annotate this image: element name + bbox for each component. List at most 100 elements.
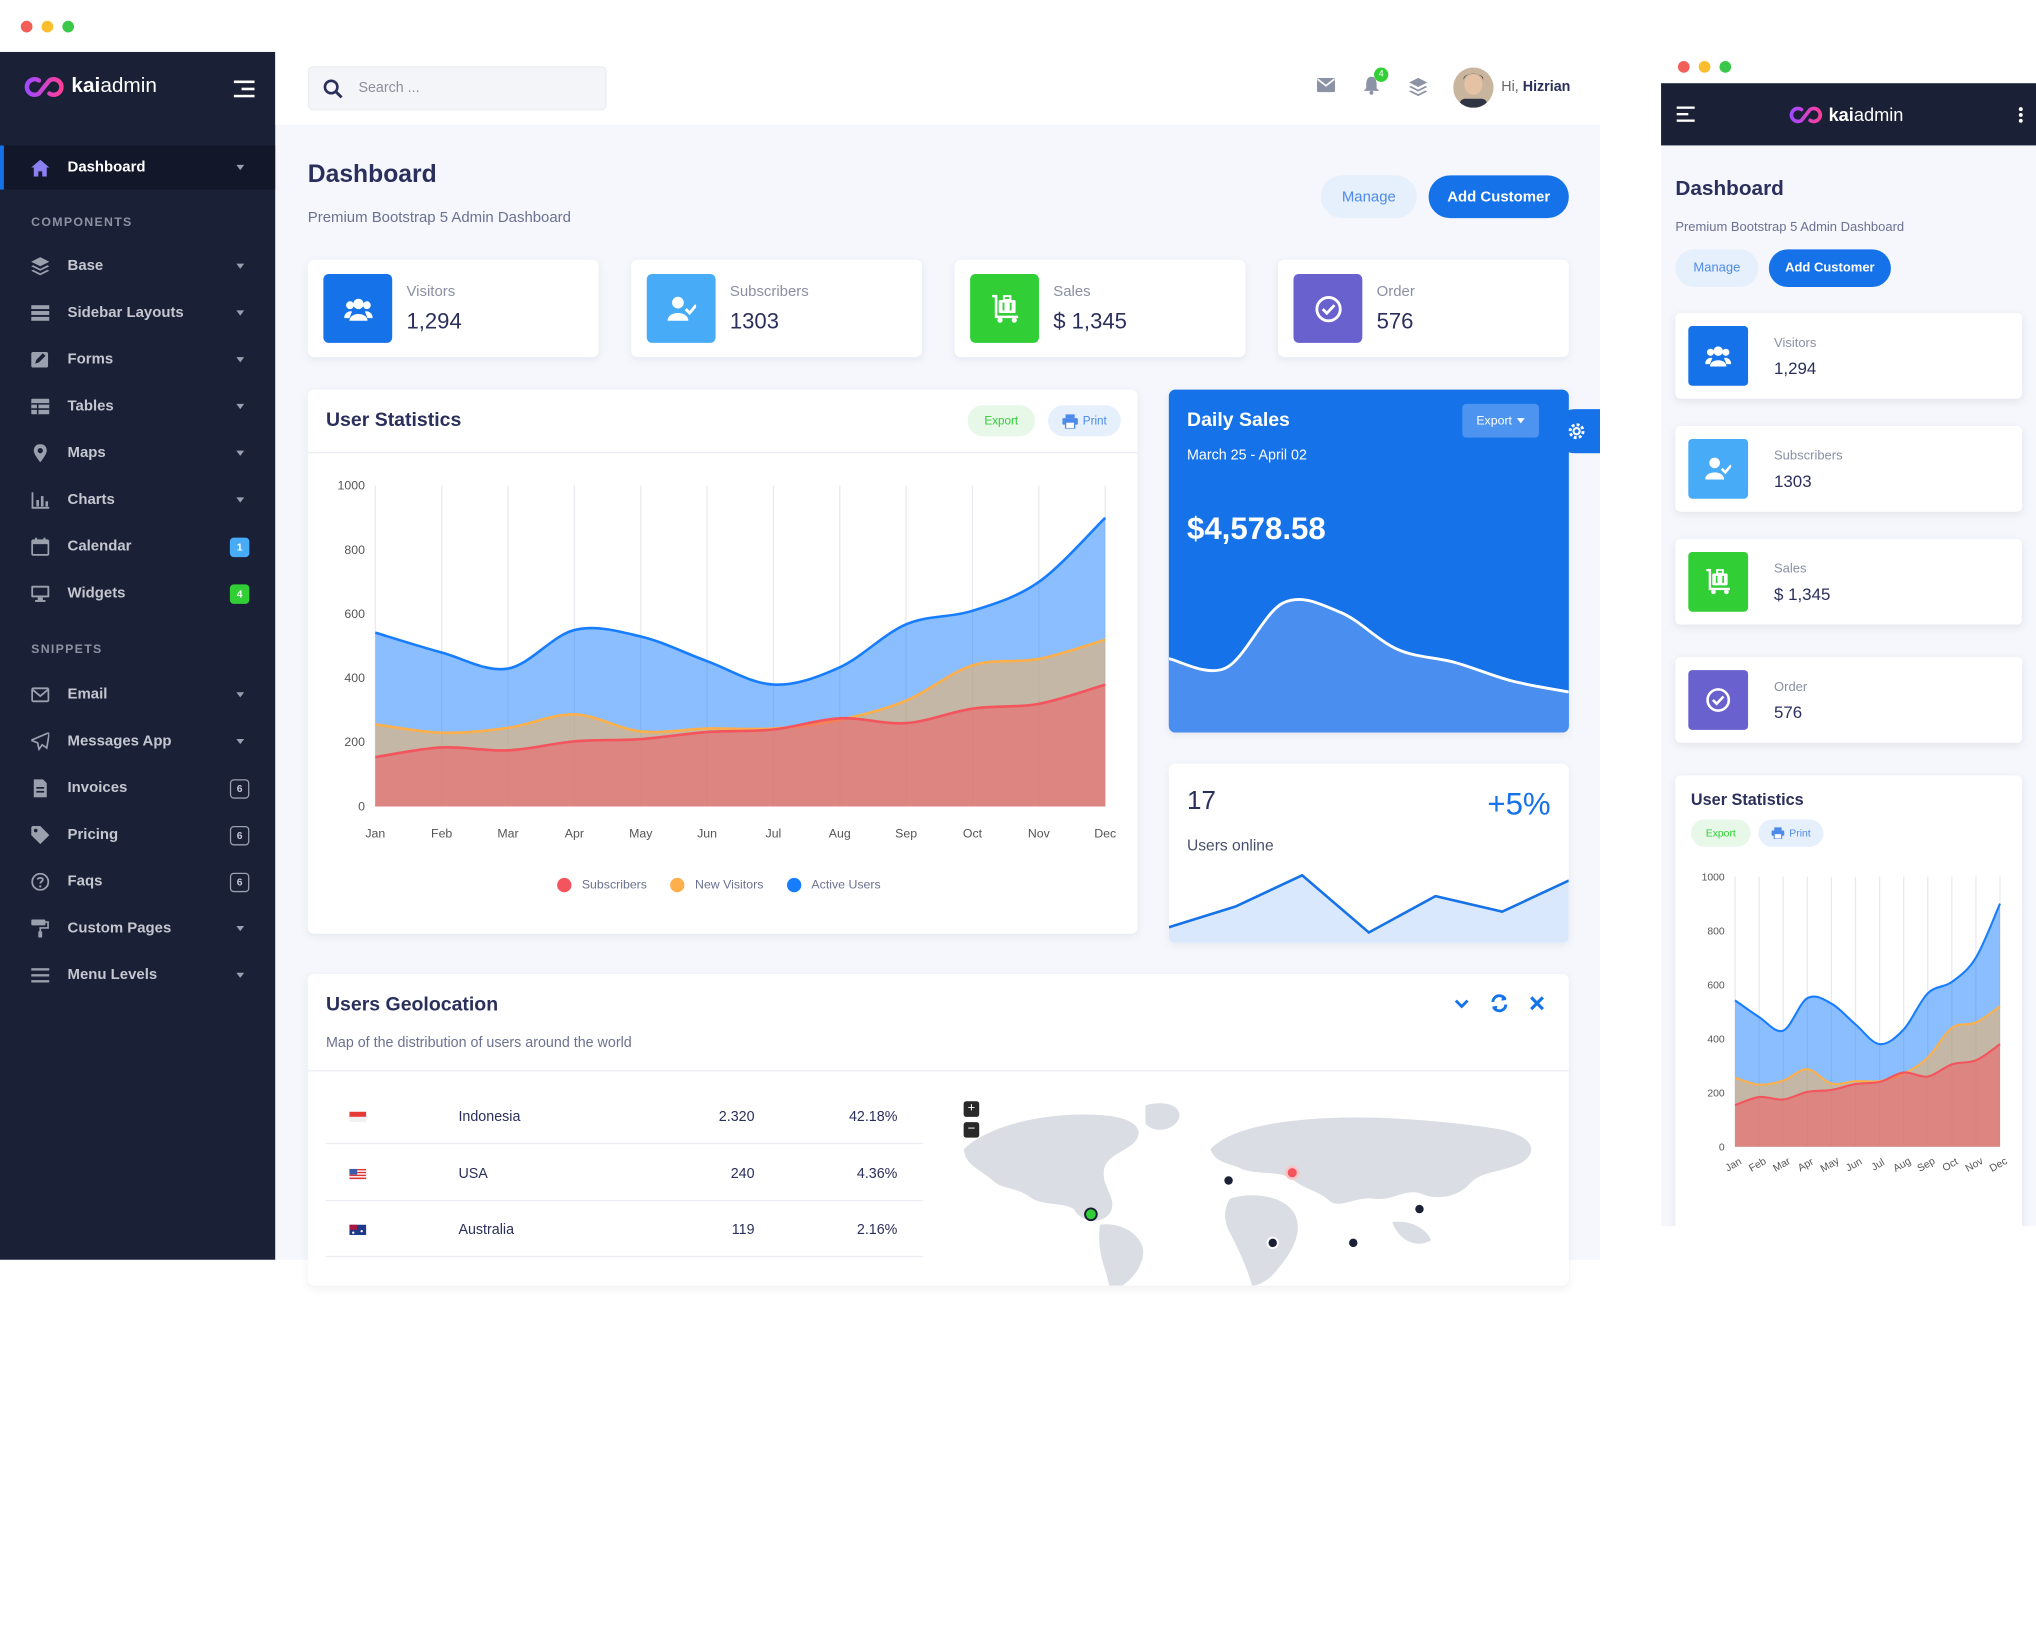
user-count: 119	[731, 1222, 755, 1238]
stat-card-visitors: Visitors 1,294	[307, 259, 599, 358]
collapse-icon[interactable]	[1454, 999, 1469, 1009]
sidebar-item-calendar[interactable]: Calendar 1	[0, 525, 275, 569]
map-marker-europe-east[interactable]	[1285, 1165, 1300, 1180]
search-input[interactable]	[358, 80, 580, 97]
legend-item[interactable]: Active Users	[786, 877, 881, 893]
y-tick-label: 200	[344, 735, 365, 749]
sidebar-item-maps[interactable]: Maps	[0, 431, 275, 475]
minimize-dot[interactable]	[1698, 61, 1711, 73]
stat-value: 1,294	[406, 309, 462, 334]
notifications[interactable]: 4	[1363, 67, 1389, 102]
print-button[interactable]: Print	[1048, 405, 1121, 437]
sidebar-item-messages-app[interactable]: Messages App	[0, 719, 275, 763]
print-button[interactable]: Print	[1758, 819, 1824, 847]
sidebar-toggle-icon[interactable]	[1676, 106, 1695, 122]
user-greeting[interactable]: Hi, Hizrian	[1501, 79, 1571, 95]
manage-button[interactable]: Manage	[1675, 249, 1759, 288]
mobile-preview: kaiadmin Dashboard Premium Bootstrap 5 A…	[1661, 83, 2036, 1226]
map-marker-usa[interactable]	[1084, 1207, 1098, 1222]
add-customer-button[interactable]: Add Customer	[1768, 249, 1891, 288]
map-zoom-out-button[interactable]: −	[963, 1122, 980, 1138]
sidebar-item-custom-pages[interactable]: Custom Pages	[0, 906, 275, 950]
sidebar-toggle-icon[interactable]	[233, 80, 255, 98]
sidebar-item-dashboard[interactable]: Dashboard	[0, 145, 276, 190]
sidebar-item-widgets[interactable]: Widgets 4	[0, 571, 275, 615]
maximize-dot[interactable]	[1719, 61, 1732, 73]
greenland-shape	[1145, 1103, 1180, 1130]
sidebar-item-base[interactable]: Base	[0, 244, 275, 288]
users-icon	[1688, 325, 1749, 386]
brand-logo[interactable]: kaiadmin	[23, 75, 157, 98]
close-icon[interactable]	[1530, 996, 1544, 1011]
y-tick-label: 1000	[337, 479, 365, 493]
search-icon[interactable]	[323, 78, 343, 98]
stat-value: $ 1,345	[1053, 309, 1127, 334]
sidebar-item-sidebar-layouts[interactable]: Sidebar Layouts	[0, 291, 275, 335]
daily-sales-export-dropdown[interactable]: Export	[1462, 403, 1539, 438]
close-dot[interactable]	[1677, 61, 1690, 73]
map-marker-europe-west[interactable]	[1222, 1174, 1235, 1187]
sidebar-item-invoices[interactable]: Invoices 6	[0, 766, 275, 810]
map-zoom-in-button[interactable]: +	[963, 1101, 980, 1117]
map-marker-china[interactable]	[1413, 1202, 1426, 1216]
x-tick-label: Jul	[766, 827, 782, 841]
map-marker-asia-south[interactable]	[1347, 1236, 1360, 1250]
manage-button[interactable]: Manage	[1320, 175, 1417, 219]
world-map[interactable]	[951, 1097, 1548, 1286]
sidebar-item-charts[interactable]: Charts	[0, 478, 275, 522]
envelope-icon[interactable]	[1316, 77, 1336, 93]
users-online-count: 17	[1187, 787, 1216, 816]
page-title: Dashboard	[307, 161, 437, 189]
daily-sales-line	[1168, 597, 1569, 694]
sidebar-item-label: Base	[67, 258, 104, 275]
refresh-icon[interactable]	[1490, 994, 1509, 1013]
settings-gear-button[interactable]	[1553, 409, 1600, 454]
series-line-subscribers	[375, 683, 1106, 759]
x-tick-label: May	[629, 827, 653, 841]
x-tick-label: Jul	[1870, 1157, 1887, 1173]
maximize-dot[interactable]	[62, 20, 75, 33]
close-dot[interactable]	[20, 20, 33, 33]
table-icon	[31, 397, 50, 415]
add-customer-button[interactable]: Add Customer	[1428, 175, 1569, 219]
export-button[interactable]: Export	[1690, 819, 1751, 847]
chevron-down-icon	[236, 450, 245, 456]
country-flag-icon	[349, 1168, 367, 1179]
sidebar-item-pricing[interactable]: Pricing 6	[0, 813, 275, 857]
sidebar-item-tables[interactable]: Tables	[0, 384, 275, 428]
sidebar-item-label: Dashboard	[67, 159, 146, 176]
window-controls	[20, 20, 75, 33]
user-percent: 42.18%	[848, 1109, 898, 1125]
x-tick-label: Apr	[565, 827, 584, 841]
section-heading-snippets: SNIPPETS	[31, 642, 103, 658]
layer-group-icon[interactable]	[1409, 77, 1428, 97]
map-marker-africa[interactable]	[1266, 1236, 1279, 1250]
avatar[interactable]	[1453, 67, 1494, 108]
legend-item[interactable]: New Visitors	[670, 877, 763, 893]
date-range: March 25 - April 02	[1187, 448, 1307, 464]
x-tick-label: Oct	[963, 827, 983, 841]
mobile-header: kaiadmin	[1661, 83, 2036, 146]
sidebar-item-label: Tables	[67, 398, 114, 415]
southeast-asia-shape	[1392, 1221, 1432, 1244]
sidebar-item-forms[interactable]: Forms	[0, 338, 275, 382]
sidebar-item-label: Calendar	[67, 538, 132, 555]
x-tick-label: Jun	[1844, 1156, 1864, 1174]
stat-label: Sales	[1053, 284, 1091, 300]
more-vertical-icon[interactable]	[2018, 106, 2023, 123]
legend-item[interactable]: Subscribers	[557, 877, 647, 893]
sidebar-item-faqs[interactable]: Faqs 6	[0, 860, 275, 904]
series-line-active-users	[1734, 903, 2001, 1046]
minimize-dot[interactable]	[41, 20, 54, 33]
envelope-icon	[31, 686, 50, 704]
export-button[interactable]: Export	[967, 405, 1036, 437]
sidebar-item-menu-levels[interactable]: Menu Levels	[0, 953, 275, 997]
brand-name: kaiadmin	[71, 75, 157, 98]
search-box[interactable]	[307, 66, 607, 111]
check-circle-icon	[1688, 670, 1749, 730]
sidebar-item-label: Email	[67, 687, 108, 703]
mobile-brand-logo[interactable]: kaiadmin	[1788, 104, 1903, 125]
sidebar-item-email[interactable]: Email	[0, 673, 275, 717]
tag-icon	[31, 825, 50, 845]
luggage-cart-icon	[970, 274, 1039, 343]
